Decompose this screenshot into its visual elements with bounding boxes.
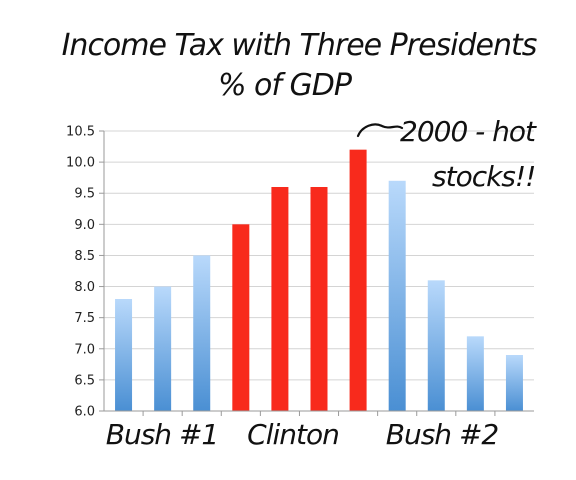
- bars: [115, 149, 523, 411]
- y-tick-label: 6.0: [74, 405, 95, 420]
- group-label-bush-2: Bush #2: [385, 418, 499, 451]
- y-tick-label: 8.0: [74, 280, 95, 295]
- bar-blue: [193, 255, 211, 411]
- y-tick-label: 6.5: [74, 373, 95, 388]
- bar-blue: [427, 280, 445, 411]
- y-tick-label: 8.5: [74, 249, 95, 264]
- bar-blue: [115, 299, 133, 411]
- group-label-bush-1: Bush #1: [105, 418, 219, 451]
- y-tick-label: 10.0: [66, 156, 95, 171]
- bar-blue: [154, 286, 172, 411]
- annotation-line-2: stocks!!: [432, 160, 536, 193]
- annotation-scribble: [356, 123, 404, 138]
- bar-red: [349, 149, 367, 411]
- annotation-line-1: 2000 - hot: [400, 115, 536, 148]
- group-label-clinton: Clinton: [247, 418, 340, 451]
- chart-subtitle: % of GDP: [218, 68, 352, 103]
- y-tick-label: 10.5: [66, 125, 95, 140]
- bar-red: [271, 187, 289, 411]
- axes: 6.0 6.5 7.0 7.5 8.0 8.5 9.0 9.5 10.0 10.5: [66, 125, 534, 420]
- chart-title: Income Tax with Three Presidents: [61, 28, 538, 63]
- y-tick-label: 7.5: [74, 311, 95, 326]
- y-tick-label: 7.0: [74, 342, 95, 357]
- bar-blue: [388, 180, 406, 411]
- bar-blue: [505, 355, 523, 411]
- bar-red: [310, 187, 328, 411]
- y-tick-label: 9.5: [74, 187, 95, 202]
- y-tick-label: 9.0: [74, 218, 95, 233]
- bar-red: [232, 224, 250, 411]
- bar-blue: [466, 336, 484, 411]
